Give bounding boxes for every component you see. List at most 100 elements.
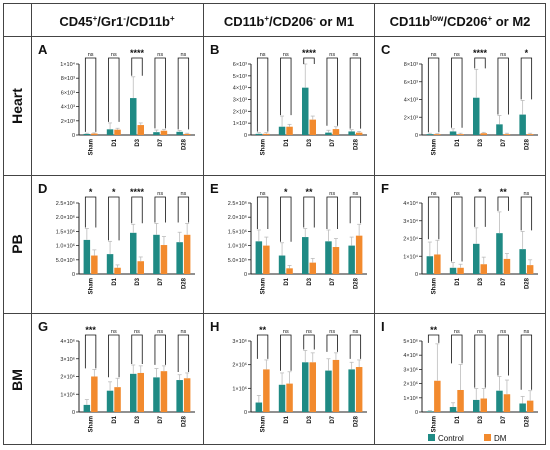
bar-control (106, 129, 114, 135)
bar-dm (286, 383, 293, 412)
significance-label: ns (180, 191, 186, 197)
grid-frame (3, 3, 546, 445)
bar-control (278, 126, 286, 135)
significance-label: ns (523, 329, 529, 335)
bar-dm (183, 234, 191, 274)
bar-control (153, 234, 160, 274)
y-tick-label: 0 (415, 133, 418, 139)
bar-dm (91, 255, 98, 274)
significance-bracket (520, 334, 533, 390)
y-tick-label: 6×10³ (404, 80, 418, 86)
y-tick-label: 2×10⁶ (60, 374, 75, 381)
x-tick-label: D3 (307, 277, 313, 285)
y-tick-label: 1.0×10⁶ (228, 243, 247, 250)
x-tick-label: D3 (307, 138, 313, 146)
significance-label: ns (111, 52, 117, 58)
x-tick-label: D3 (478, 277, 484, 285)
y-tick-label: 5×10³ (233, 74, 247, 80)
y-tick-label: 0 (72, 133, 75, 139)
significance-label: ** (305, 187, 313, 197)
significance-label: ns (283, 329, 289, 335)
bar-dm (263, 133, 270, 135)
y-tick-label: 1×10⁴ (403, 253, 418, 260)
bar-control (278, 255, 286, 274)
bar-control (348, 131, 355, 135)
bar-control (130, 98, 137, 135)
panels: A02×10³4×10³6×10³8×10³1×10⁴nsShamnsD1***… (38, 42, 538, 432)
significance-label: ns (157, 329, 163, 335)
significance-bracket (349, 57, 362, 129)
bar-dm (263, 369, 270, 412)
significance-label: ns (134, 329, 140, 335)
significance-label: * (525, 48, 529, 58)
bar-control (426, 134, 434, 135)
significance-bracket (349, 196, 362, 224)
bar-control (496, 233, 503, 274)
bar-control (255, 241, 263, 274)
bar-dm (355, 367, 363, 412)
significance-label: ns (329, 329, 335, 335)
significance-label: ** (259, 325, 267, 335)
x-tick-label: D28 (353, 138, 359, 150)
panel-a: A 0 2×10³ 4×10³ 6×10³ 8×10³ 1×10⁴ ns Sham ns D1 ***… (38, 42, 195, 155)
bar-control (302, 87, 309, 135)
legend-label-dm: DM (494, 434, 507, 443)
y-tick-label: 3×10⁶ (403, 366, 418, 373)
bar-control (325, 370, 332, 412)
bar-control (302, 362, 309, 412)
significance-bracket (497, 196, 509, 211)
y-tick-label: 8×10³ (404, 62, 418, 68)
bar-dm (183, 133, 191, 135)
significance-bracket (131, 196, 143, 224)
x-tick-label: Sham (432, 139, 438, 155)
significance-bracket (520, 196, 533, 231)
bar-control (473, 97, 480, 135)
x-tick-label: D28 (181, 415, 187, 427)
significance-label: ns (260, 191, 266, 197)
significance-bracket (451, 57, 463, 128)
panel-letter: A (38, 42, 48, 57)
row-label-pb: PB (9, 234, 25, 253)
significance-bracket (84, 196, 97, 228)
y-tick-label: 1.5×10⁶ (56, 228, 75, 235)
significance-bracket (474, 196, 486, 227)
significance-bracket (451, 334, 463, 364)
significance-label: ns (352, 191, 358, 197)
y-tick-label: 2.5×10⁶ (56, 200, 75, 207)
y-tick-label: 2.5×10⁶ (228, 200, 247, 207)
bar-control (519, 249, 526, 274)
bar-dm (434, 134, 441, 135)
bar-control (449, 131, 457, 135)
bar-dm (114, 387, 121, 412)
x-tick-label: Sham (261, 416, 267, 432)
bar-dm (480, 264, 487, 274)
y-tick-label: 4×10⁶ (60, 338, 75, 345)
significance-bracket (326, 57, 338, 126)
significance-label: * (478, 187, 482, 197)
panel-g: G 0 1×10⁶ 2×10⁶ 3×10⁶ 4×10⁶ *** Sham ns D1 ns D3 ns D… (38, 319, 195, 432)
x-tick-label: D7 (501, 138, 507, 146)
y-tick-label: 6×10³ (61, 90, 75, 96)
y-tick-label: 4×10⁴ (403, 200, 418, 207)
y-tick-label: 2×10⁶ (403, 381, 418, 388)
y-tick-label: 4×10³ (233, 86, 247, 92)
panel-i: I 0 1×10⁶ 2×10⁶ 3×10⁶ 4×10⁶ 5×10⁶ ** Sham ns D1 ns D… (381, 319, 538, 432)
significance-bracket (280, 57, 292, 116)
panel-letter: D (38, 181, 47, 196)
bar-dm (160, 371, 168, 412)
significance-label: * (112, 187, 116, 197)
panel-letter: H (210, 319, 219, 334)
y-tick-label: 4×10³ (61, 105, 75, 111)
significance-label: ns (454, 191, 460, 197)
significance-bracket (474, 57, 486, 69)
significance-bracket (303, 334, 315, 350)
bar-dm (332, 129, 340, 135)
legend-label-control: Control (438, 434, 464, 443)
significance-label: **** (302, 48, 317, 58)
bar-control (519, 114, 526, 135)
bar-dm (114, 267, 121, 274)
significance-bracket (497, 57, 509, 115)
significance-bracket (474, 334, 486, 388)
significance-bracket (427, 196, 440, 240)
